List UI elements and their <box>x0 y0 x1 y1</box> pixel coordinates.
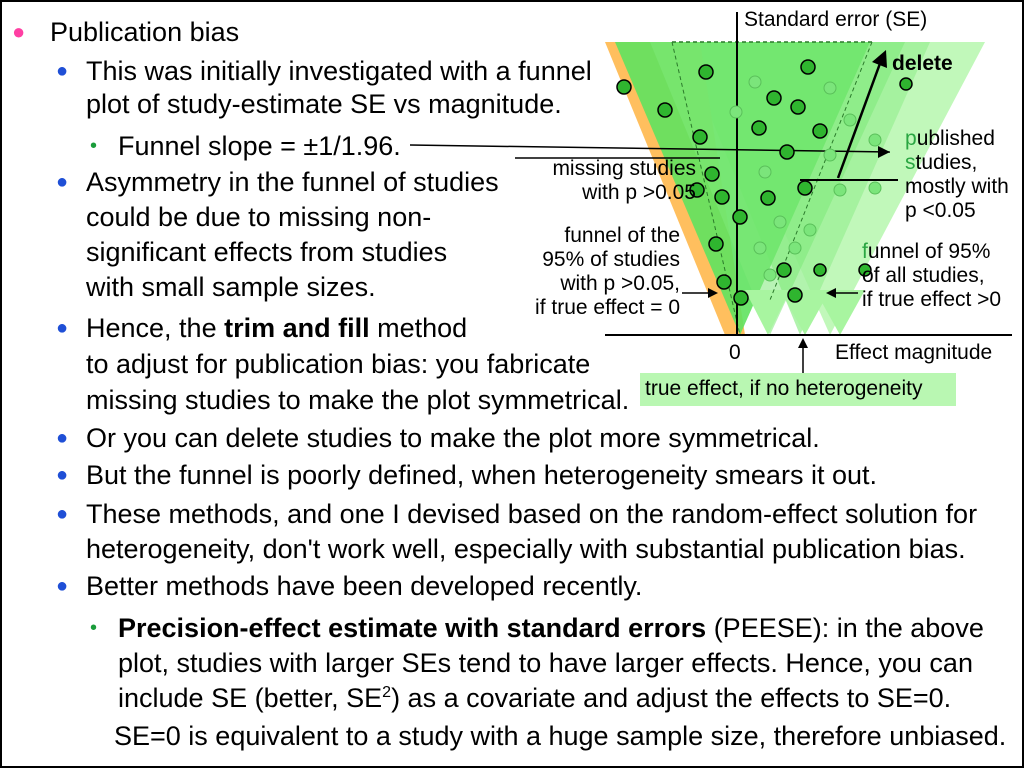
funnel95-label-4: if true effect = 0 <box>535 296 680 319</box>
missing-studies-label-2: with p >0.05 <box>582 181 696 204</box>
funnel95-label-1: funnel of the <box>564 224 680 247</box>
bullet-dot: ● <box>56 427 69 449</box>
asymmetry-line-1: Asymmetry in the funnel of studies <box>86 167 499 197</box>
hence-line-1: Hence, the trim and fill method <box>86 313 468 343</box>
published-label-1: published <box>905 127 995 150</box>
funnel-plot-line-1: This was initially investigated with a f… <box>86 56 592 86</box>
bullet-dot: • <box>90 135 98 157</box>
peese-line-1: Precision-effect estimate with standard … <box>118 613 984 643</box>
better-methods-line: Better methods have been developed recen… <box>86 571 643 601</box>
missing-studies-label-1: missing studies <box>552 157 696 180</box>
funnel-all-label-2: of all studies, <box>862 264 985 287</box>
peese-line-2: plot, studies with larger SEs tend to ha… <box>118 648 973 678</box>
published-label-2: studies, <box>905 151 978 174</box>
published-label-3: mostly with <box>905 175 1009 198</box>
x-axis-label: Effect magnitude <box>835 341 993 364</box>
methods-line-1: These methods, and one I devised based o… <box>86 499 978 529</box>
delete-label: delete <box>892 52 953 75</box>
bullet-dot: ● <box>56 317 69 339</box>
bullet-dot: ● <box>56 60 69 82</box>
peese-line-3: include SE (better, SE2) as a covariate … <box>118 683 952 713</box>
funnel-all-label-1: funnel of 95% <box>862 240 991 263</box>
true-effect-box <box>640 373 956 406</box>
funnel-all-label-3: if true effect >0 <box>862 288 1002 311</box>
bottom-tri-1 <box>745 290 790 335</box>
asymmetry-line-3: significant effects from studies <box>86 237 448 267</box>
hence-line-2: to adjust for publication bias: you fabr… <box>86 349 591 379</box>
asymmetry-line-2: could be due to missing non- <box>86 202 432 232</box>
heading-publication-bias: Publication bias <box>50 17 240 47</box>
y-axis-label: Standard error (SE) <box>744 8 928 31</box>
published-label-4: p <0.05 <box>905 199 976 222</box>
funnel95-label-3: with p >0.05, <box>560 272 680 295</box>
dashed-left <box>671 41 741 336</box>
bullet-dot: • <box>90 617 98 639</box>
peese-line-4: SE=0 is equivalent to a study with a hug… <box>114 721 1007 751</box>
dashed-right <box>769 41 873 301</box>
bullet-dot: ● <box>56 171 69 193</box>
asymmetry-line-4: with small sample sizes. <box>86 272 376 302</box>
funnel-slope-line: Funnel slope = ±1/1.96. <box>118 131 401 161</box>
bullet-dot: ● <box>56 503 69 525</box>
funnel-plot-line-2: plot of study-estimate SE vs magnitude. <box>86 89 562 119</box>
bullet-dot: ● <box>12 19 26 44</box>
bottom-tri-3 <box>815 290 865 335</box>
methods-line-2: heterogeneity, don't work well, especial… <box>86 534 966 564</box>
poorly-defined-line: But the funnel is poorly defined, when h… <box>86 460 877 490</box>
bullet-dot: ● <box>56 575 69 597</box>
funnel95-label-2: 95% of studies <box>542 248 680 271</box>
bullet-dot: ● <box>56 464 69 486</box>
zero-label: 0 <box>729 341 741 364</box>
delete-studies-line: Or you can delete studies to make the pl… <box>86 423 820 453</box>
hence-line-3: missing studies to make the plot symmetr… <box>86 385 630 415</box>
true-effect-label: true effect, if no heterogeneity <box>645 377 923 400</box>
green-funnel-overlay <box>650 42 905 335</box>
